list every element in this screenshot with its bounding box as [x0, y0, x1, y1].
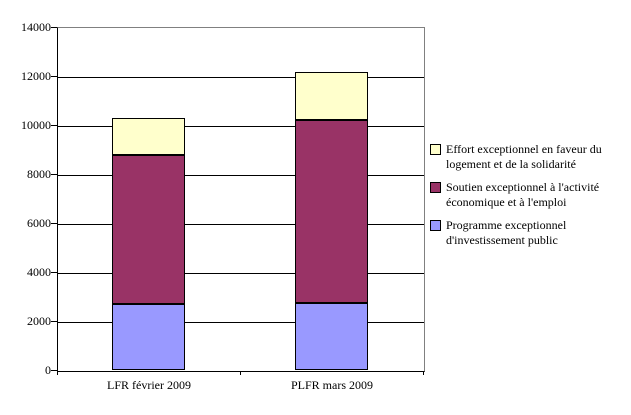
legend-item: Effort exceptionnel en faveur du logemen…: [430, 142, 631, 172]
bar-segment-1: [112, 304, 185, 370]
y-axis-tick: [51, 174, 57, 175]
y-axis-tick-label: 4000: [27, 265, 51, 279]
legend-label: Effort exceptionnel en faveur du logemen…: [446, 142, 602, 171]
y-axis-tick-label: 10000: [21, 118, 51, 132]
y-axis-tick: [51, 321, 57, 322]
legend-item: Soutien exceptionnel à l'activité économ…: [430, 180, 631, 210]
x-axis-category-label: LFR février 2009: [107, 378, 191, 392]
y-axis-tick-label: 6000: [27, 216, 51, 230]
bar-segment-2: [295, 303, 368, 370]
y-axis-tick-label: 2000: [27, 314, 51, 328]
legend-item: Programme exceptionnel d'investissement …: [430, 218, 631, 248]
y-axis-tick: [51, 272, 57, 273]
y-gridline: [58, 175, 424, 176]
x-axis-tick: [57, 371, 58, 375]
legend-label: Programme exceptionnel d'investissement …: [446, 218, 567, 247]
y-axis-tick: [51, 370, 57, 371]
bar-segment-1: [112, 155, 185, 304]
y-gridline: [58, 77, 424, 78]
y-axis-tick: [51, 27, 57, 28]
y-gridline: [58, 322, 424, 323]
legend-swatch-icon: [430, 220, 441, 231]
y-axis-tick: [51, 223, 57, 224]
y-gridline: [58, 224, 424, 225]
legend-label: Soutien exceptionnel à l'activité économ…: [446, 180, 600, 209]
y-axis-tick: [51, 76, 57, 77]
bar-segment-1: [112, 118, 185, 155]
bar-segment-2: [295, 120, 368, 303]
y-axis-tick-label: 0: [45, 363, 51, 377]
legend: Effort exceptionnel en faveur du logemen…: [430, 142, 631, 256]
x-axis-tick: [240, 371, 241, 375]
legend-swatch-icon: [430, 144, 441, 155]
legend-swatch-icon: [430, 182, 441, 193]
x-axis-category-label: PLFR mars 2009: [290, 378, 374, 392]
y-gridline: [58, 273, 424, 274]
bar-segment-2: [295, 72, 368, 120]
x-axis-tick: [423, 371, 424, 375]
y-axis-tick-label: 14000: [21, 20, 51, 34]
y-gridline: [58, 126, 424, 127]
y-axis-tick: [51, 125, 57, 126]
y-axis-tick-label: 12000: [21, 69, 51, 83]
y-axis-tick-label: 8000: [27, 167, 51, 181]
